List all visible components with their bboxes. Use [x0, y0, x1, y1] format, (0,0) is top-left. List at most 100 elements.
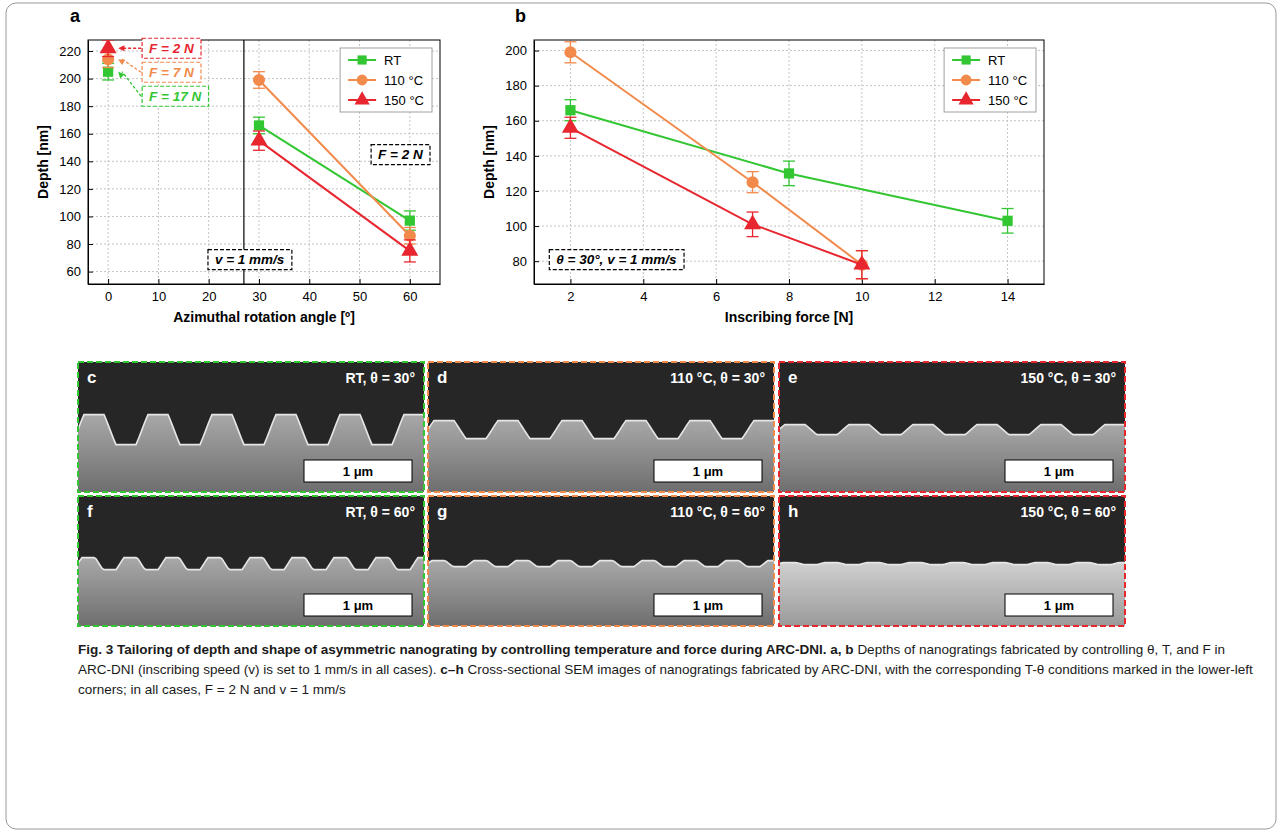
x-axis: 0102030405060	[89, 279, 441, 304]
tick-label: 220	[59, 44, 81, 59]
scale-bar-label: 1 μm	[343, 598, 373, 613]
tick-mark	[570, 279, 571, 284]
panel-letter: a	[70, 6, 81, 26]
scale-bar-label: 1 μm	[1044, 464, 1074, 479]
scale-bar-label: 1 μm	[343, 464, 373, 479]
grid-line	[534, 226, 1044, 227]
grid-line	[88, 271, 440, 272]
tick-mark	[108, 279, 109, 284]
annotation-text: F = 17 N	[149, 89, 201, 104]
error-bar-cap	[1002, 208, 1014, 209]
y-tick: 140	[505, 149, 539, 164]
legend-box	[340, 48, 432, 112]
panel-label: 110 °C, θ = 60°	[670, 504, 765, 520]
legend-entry: 110 °C	[348, 73, 423, 88]
tick-label: 140	[505, 149, 527, 164]
figure-canvas: 01020304050606080100120140160180200220Az…	[0, 0, 1282, 833]
tick-mark	[534, 51, 539, 52]
sem-surface	[428, 421, 774, 492]
marker	[100, 40, 117, 53]
grid	[534, 40, 1044, 284]
sem-background	[78, 362, 424, 492]
panel-label: 150 °C, θ = 30°	[1021, 370, 1116, 386]
tick-label: 200	[59, 71, 81, 86]
annotation-arrow	[122, 48, 141, 49]
tick-mark	[360, 279, 361, 284]
legend-label: 110 °C	[988, 73, 1027, 88]
panel-border	[78, 496, 424, 626]
panel-letter: f	[87, 502, 93, 521]
panel-letter: c	[87, 368, 96, 387]
error-bar-cap	[102, 67, 114, 68]
marker	[250, 131, 267, 146]
x-tick: 10	[152, 279, 166, 304]
tick-label: 8	[786, 289, 793, 304]
annotation-arrowhead	[118, 72, 125, 79]
y-tick: 220	[59, 44, 93, 59]
marker	[254, 120, 264, 130]
x-tick: 20	[202, 279, 216, 304]
legend-entry: RT	[952, 53, 1005, 68]
marker	[747, 176, 759, 188]
marker	[405, 215, 415, 225]
grid-line	[643, 40, 644, 284]
scale-bar-box	[654, 460, 762, 482]
tick-label: 100	[59, 209, 81, 224]
error-bar	[747, 172, 759, 193]
grid-line	[88, 244, 440, 245]
scale-bar-label: 1 μm	[693, 598, 723, 613]
error-bar-cap	[1002, 232, 1014, 233]
tick-mark	[88, 189, 93, 190]
sem-panel: d110 °C, θ = 30°1 μm	[428, 362, 774, 492]
series-line	[570, 52, 861, 264]
error-bar-cap	[253, 117, 265, 118]
series-line	[570, 128, 861, 265]
error-bar-cap	[404, 261, 416, 262]
x-tick: 10	[855, 279, 869, 304]
tick-label: 100	[505, 219, 527, 234]
legend-marker	[962, 55, 971, 64]
marker	[744, 215, 761, 230]
tick-label: 160	[505, 113, 527, 128]
sem-edge	[428, 561, 774, 567]
tick-mark	[88, 51, 93, 52]
grid-line	[88, 133, 440, 134]
annotation: F = 7 N	[118, 59, 201, 82]
error-bar-cap	[102, 56, 114, 57]
panel-letter: b	[515, 6, 526, 26]
scale-bar-box	[1005, 594, 1113, 616]
grid-line	[716, 40, 717, 284]
grid-line	[88, 216, 440, 217]
error-bar	[564, 100, 576, 121]
y-tick: 80	[513, 254, 539, 269]
sem-image	[78, 496, 424, 626]
x-tick: 4	[640, 279, 647, 304]
marker	[103, 67, 113, 77]
y-tick: 60	[67, 264, 93, 279]
y-axis-title: Depth [nm]	[481, 125, 497, 199]
tick-mark	[1008, 279, 1009, 284]
annotation-box	[371, 145, 430, 165]
scale-bar-box	[304, 594, 412, 616]
x-tick: 2	[567, 279, 574, 304]
tick-label: 200	[505, 43, 527, 58]
marker	[853, 255, 870, 270]
x-tick: 12	[928, 279, 942, 304]
tick-mark	[88, 134, 93, 135]
legend-entry: 150 °C	[348, 91, 424, 107]
annotation-arrow	[122, 59, 141, 72]
x-tick: 40	[303, 279, 317, 304]
error-bar-cap	[856, 278, 868, 279]
y-tick: 160	[505, 113, 539, 128]
x-tick: 60	[403, 279, 417, 304]
x-axis-title: Inscribing force [N]	[725, 309, 853, 325]
sem-panel: h150 °C, θ = 60°1 μm	[779, 496, 1125, 626]
annotation-arrow	[122, 72, 141, 97]
series-line	[259, 125, 410, 220]
panel-border	[779, 362, 1125, 492]
error-bar-cap	[747, 171, 759, 172]
error-bar	[783, 161, 795, 186]
tick-mark	[534, 226, 539, 227]
sem-surface	[779, 563, 1125, 626]
tick-mark	[534, 86, 539, 87]
